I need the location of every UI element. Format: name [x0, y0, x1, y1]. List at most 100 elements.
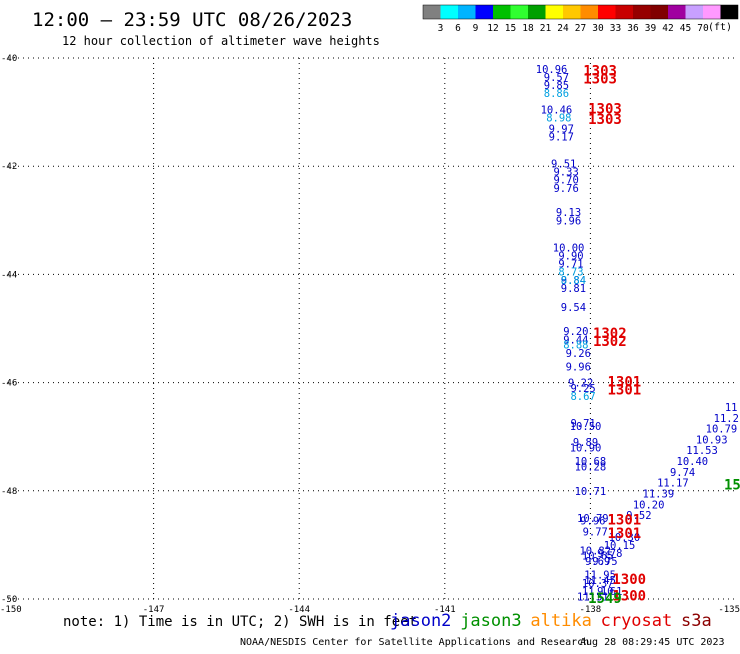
colorbar-label: 27	[575, 23, 586, 34]
x-tick-label: -147	[143, 605, 165, 615]
colorbar-label: 30	[592, 23, 604, 34]
colorbar-label: 36	[627, 23, 639, 34]
x-tick-label: -135	[718, 605, 740, 615]
data-point-label: 9.70	[553, 175, 578, 187]
x-tick-label: -141	[434, 605, 456, 615]
colorbar-swatch	[440, 5, 458, 19]
data-point-label: 9.13	[556, 207, 581, 219]
colorbar-swatch	[703, 5, 721, 19]
data-point-label: 11.95	[584, 570, 616, 582]
data-point-label: 11.10	[582, 586, 614, 598]
colorbar-swatch	[685, 5, 703, 19]
data-point-label: 11.31	[577, 591, 609, 603]
data-point-label: 9.75	[592, 556, 617, 568]
data-point-label: 10.90	[570, 443, 602, 455]
data-point-label: 9.51	[551, 158, 576, 170]
data-point-label: 11.2	[714, 413, 739, 425]
data-point-label: 8.88	[563, 340, 588, 352]
colorbar-label: 70	[697, 23, 709, 34]
data-point-label: 9.69	[585, 556, 610, 568]
colorbar-label: 39	[645, 23, 657, 34]
data-point-label: 1302	[593, 326, 627, 342]
footer-credit: NOAA/NESDIS Center for Satellite Applica…	[240, 637, 589, 648]
data-point-label: 9.77	[583, 526, 608, 538]
colorbar-label: 33	[610, 23, 621, 34]
data-point-label: 11.39	[643, 489, 675, 501]
data-point-label: 9.57	[544, 72, 569, 84]
data-point-label: 8.73	[558, 267, 583, 279]
y-tick-label: -46	[1, 379, 17, 389]
grid-lines	[8, 57, 736, 600]
data-point-label: 11.45	[584, 575, 616, 587]
y-tick-label: -40	[1, 54, 17, 64]
data-point-label: 9.71	[570, 418, 595, 430]
colorbar-label: 6	[455, 23, 461, 34]
data-point-label: 9.78	[597, 548, 622, 560]
data-point-label: 10.65	[582, 551, 614, 563]
colorbar-swatch	[423, 5, 441, 19]
footer-timestamp: Aug 28 08:29:45 UTC 2023	[580, 637, 725, 648]
data-point-label: 11.17	[657, 478, 689, 490]
data-point-label: 9.33	[553, 167, 578, 179]
data-point-label: 1303	[588, 101, 622, 117]
data-point-label: 1300	[612, 572, 646, 588]
colorbar-frame	[422, 4, 739, 20]
colorbar-swatch	[475, 5, 493, 19]
data-point-label: 1301	[608, 383, 642, 399]
data-point-label: 8.84	[561, 275, 586, 287]
data-point-label: 1301	[608, 375, 642, 391]
data-point-label: 9.84	[561, 275, 586, 287]
data-point-label: 10.82	[579, 545, 611, 557]
data-point-label: 10.40	[677, 456, 709, 468]
data-point-label: 10.96	[536, 64, 568, 76]
colorbar-swatch	[528, 5, 546, 19]
data-point-label: 10.79	[706, 424, 738, 436]
data-point-label: 10.46	[541, 104, 573, 116]
y-tick-label: -48	[1, 487, 17, 497]
data-point-label: 10.20	[633, 499, 665, 511]
data-point-label: 1301	[608, 513, 642, 529]
data-point-label: 10.28	[575, 461, 607, 473]
colorbar-label: 21	[540, 23, 552, 34]
colorbar-swatch	[650, 5, 668, 19]
satellite-s3a-label: s3a	[681, 611, 712, 631]
data-point-label: 9.97	[549, 123, 574, 135]
data-point-label: 10.71	[575, 486, 607, 498]
data-point-label: 11.53	[686, 445, 718, 457]
data-point-label: 1550	[724, 477, 740, 493]
color-legend: 3 6 9 12 15 18 21 24 27 30 33 36 39 42 45 70	[422, 4, 739, 34]
x-tick-label: -138	[580, 605, 602, 615]
data-point-label: 10.15	[604, 540, 636, 552]
satellite-jason2-label: jason2	[390, 611, 451, 631]
data-point-label: 9.96	[566, 361, 591, 373]
chart-subtitle: 12 hour collection of altimeter wave hei…	[62, 34, 380, 48]
data-point-label: 9.90	[558, 250, 583, 262]
data-point-label: 8.67	[570, 391, 595, 403]
colorbar-swatch	[668, 5, 686, 19]
satellite-legend: jason2 jason3 altika cryosat s3a	[390, 611, 712, 631]
data-point-label: 1549	[588, 591, 622, 607]
colorbar-unit: (ft)	[708, 22, 732, 33]
chart-title: 12:00 – 23:59 UTC 08/26/2023	[32, 9, 352, 31]
satellite-altika-label: altika	[530, 611, 591, 631]
colorbar-label: 18	[522, 23, 534, 34]
y-tick-label: -44	[1, 270, 17, 280]
data-point-label: 1303	[588, 112, 622, 128]
colorbar-label: 15	[505, 23, 516, 34]
y-tick-label: -42	[1, 162, 17, 172]
colorbar-label: 9	[473, 23, 479, 34]
data-point-label: 9.85	[544, 80, 569, 92]
colorbar-swatch	[720, 5, 738, 19]
data-point-label: 9.54	[561, 302, 586, 314]
data-point-label: 9.44	[563, 334, 588, 346]
data-point-label: 9.61	[597, 586, 622, 598]
colorbar-swatch	[580, 5, 598, 19]
data-point-label: 10.30	[609, 532, 641, 544]
axis-ticks: -150 -147 -144 -141 -138 -135 -40 -42 -44 -46 -48 -…	[0, 54, 740, 615]
data-point-label: 10.93	[696, 434, 728, 446]
data-point-label: 10.79	[577, 513, 609, 525]
colorbar-swatch	[493, 5, 511, 19]
data-point-label: 9.89	[573, 437, 598, 449]
data-point-label: 8.86	[544, 88, 569, 100]
